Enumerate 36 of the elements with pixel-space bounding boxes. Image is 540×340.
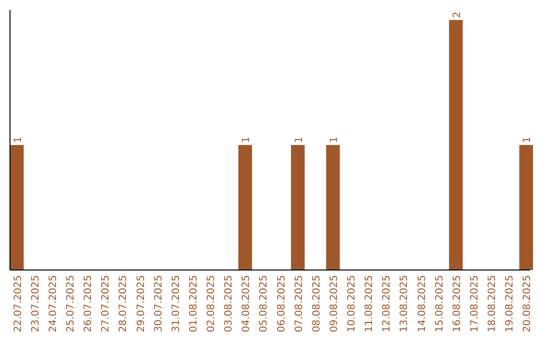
data-label: 1 bbox=[328, 136, 340, 143]
x-tick-label: 20.08.2025 bbox=[522, 275, 534, 332]
x-tick-label: 12.08.2025 bbox=[382, 275, 393, 332]
x-tick-label: 08.08.2025 bbox=[311, 275, 322, 332]
x-tick-label: 28.07.2025 bbox=[118, 275, 130, 332]
x-tick-label: 06.08.2025 bbox=[276, 275, 288, 332]
x-tick-label: 13.08.2025 bbox=[399, 275, 410, 332]
x-tick-label: 18.08.2025 bbox=[487, 275, 498, 332]
x-tick-label: 27.07.2025 bbox=[100, 275, 112, 332]
data-label: 1 bbox=[294, 136, 305, 143]
x-tick-label: 03.08.2025 bbox=[224, 275, 235, 332]
data-label: 1 bbox=[12, 136, 24, 143]
x-tick-label: 23.07.2025 bbox=[30, 275, 42, 332]
x-tick-label: 25.07.2025 bbox=[66, 275, 77, 332]
x-tick-label: 01.08.2025 bbox=[188, 275, 200, 332]
x-tick-label: 04.08.2025 bbox=[241, 275, 252, 332]
x-tick-label: 17.08.2025 bbox=[469, 275, 480, 332]
data-label: 1 bbox=[522, 136, 534, 143]
data-label: 1 bbox=[241, 136, 252, 143]
x-tick-label: 11.08.2025 bbox=[364, 275, 376, 332]
x-tick-label: 29.07.2025 bbox=[136, 275, 147, 332]
x-tick-label: 24.07.2025 bbox=[48, 275, 59, 332]
data-label: 2 bbox=[452, 12, 463, 18]
x-tick-label: 14.08.2025 bbox=[416, 275, 428, 332]
x-tick-label: 02.08.2025 bbox=[206, 275, 218, 332]
x-tick-label: 22.07.2025 bbox=[12, 275, 24, 332]
x-tick-label: 30.07.2025 bbox=[153, 275, 164, 332]
x-tick-label: 19.08.2025 bbox=[504, 275, 516, 332]
x-tick-label: 26.07.2025 bbox=[83, 275, 94, 332]
x-tick-label: 15.08.2025 bbox=[434, 275, 446, 332]
x-tick-label: 16.08.2025 bbox=[452, 275, 463, 332]
x-tick-label: 05.08.2025 bbox=[258, 275, 270, 332]
x-tick-label: 09.08.2025 bbox=[328, 275, 340, 332]
x-tick-label: 07.08.2025 bbox=[294, 275, 305, 332]
x-tick-label: 10.08.2025 bbox=[346, 275, 358, 332]
x-tick-label: 31.07.2025 bbox=[170, 275, 182, 332]
